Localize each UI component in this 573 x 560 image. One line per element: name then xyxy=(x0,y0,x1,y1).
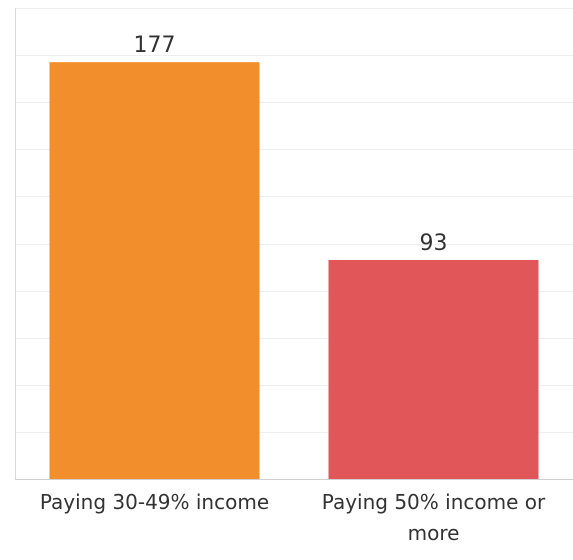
axes xyxy=(15,8,573,480)
bar-2 xyxy=(328,259,539,479)
bar-1 xyxy=(49,62,260,479)
category-labels: Paying 30-49% income Paying 50% income or… xyxy=(40,490,546,545)
category-label-1: Paying 30-49% income xyxy=(40,490,269,514)
category-label-2-line-1: Paying 50% income or xyxy=(322,490,546,514)
data-labels: 177 93 xyxy=(134,33,448,256)
bars xyxy=(49,62,539,479)
data-label-1: 177 xyxy=(134,33,176,58)
data-label-2: 93 xyxy=(420,231,448,256)
category-label-2-line-2: more xyxy=(408,521,460,545)
